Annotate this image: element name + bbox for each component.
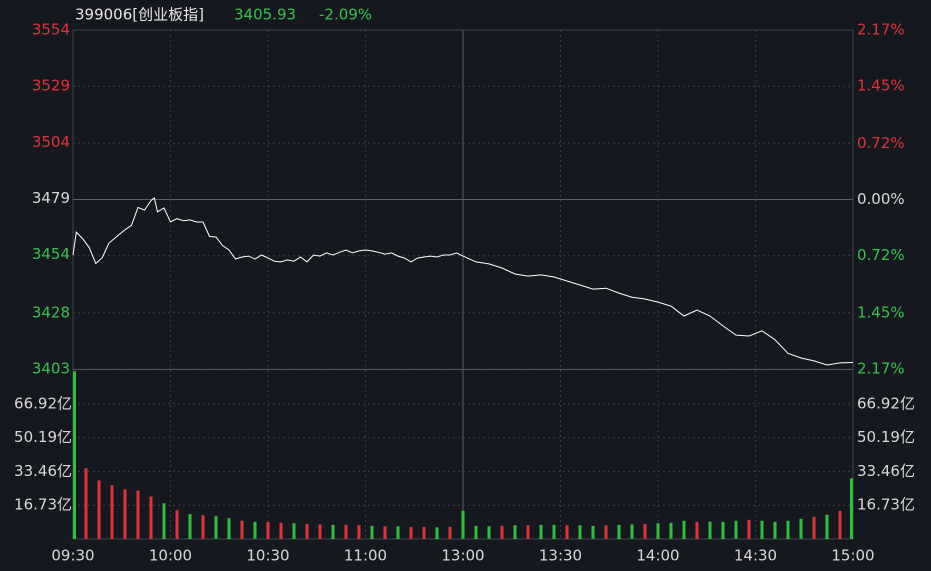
volume-bar [149,496,153,539]
volume-bar [175,510,179,539]
volume-bar [461,510,465,539]
volume-bar [760,520,764,539]
volume-bar [136,490,140,539]
y-tick-label: 3428 [32,303,70,321]
volume-bar [292,523,296,539]
volume-bar [370,525,374,539]
volume-bar [110,485,114,539]
volume-bar [565,525,569,539]
x-tick-label: 10:30 [246,547,289,565]
volume-bar [331,524,335,539]
volume-bar [448,526,452,539]
volume-bar [383,526,387,539]
y-tick-label: 3454 [32,245,70,263]
volume-bar [812,516,816,539]
x-tick-label: 14:00 [636,547,679,565]
x-tick-label: 15:00 [831,547,874,565]
volume-bar [643,523,647,539]
x-tick-label: 13:30 [539,547,582,565]
y-tick-label: 3403 [32,360,70,378]
volume-bar [344,524,348,539]
volume-bar [838,510,842,539]
volume-bar [487,526,491,539]
volume-bar [500,525,504,539]
volume-bar [318,524,322,539]
volume-bar [513,525,517,539]
volume-bar [123,489,127,539]
x-tick-label: 10:00 [149,547,192,565]
volume-bar [435,527,439,539]
volume-bar [474,525,478,539]
volume-bar [786,520,790,539]
y-tick-label: 3554 [32,21,70,39]
volume-bar [214,516,218,539]
volume-bar [357,525,361,539]
x-tick-label: 11:00 [344,547,387,565]
volume-bar [253,521,257,539]
volume-bar [695,521,699,539]
y2-tick-label: 0.00% [857,190,905,208]
volume-bar [266,522,270,539]
y2-tick-label: 0.72% [857,246,905,264]
volume-bar [721,521,725,539]
volume-bar [552,524,556,539]
volume-bar [188,514,192,539]
x-tick-label: 09:30 [51,547,94,565]
volume-bar [604,525,608,539]
y2-tick-label: 1.45% [857,303,905,321]
y2-tick-label: 2.17% [857,360,905,378]
volume-bar [708,521,712,539]
volume-bar [279,522,283,539]
volume-bar [734,520,738,539]
y2-tick-label: 33.46亿 [857,462,915,480]
y2-tick-label: 0.72% [857,134,905,152]
y-tick-label: 3529 [32,77,70,95]
volume-bar [97,480,101,539]
volume-bar [591,525,595,539]
y2-tick-label: 1.45% [857,77,905,95]
volume-bar [539,524,543,539]
volume-bar [305,523,309,539]
volume-bar [799,518,803,539]
volume-bar [162,503,166,539]
chart-title: 399006[创业板指] [75,6,204,24]
volume-bar [578,525,582,539]
y-tick-label: 33.46亿 [14,462,72,480]
volume-bar [630,524,634,539]
volume-bar [825,514,829,539]
volume-bar [617,524,621,539]
volume-bar [773,521,777,539]
y-tick-label: 50.19亿 [14,428,72,446]
x-tick-label: 13:00 [441,547,484,565]
volume-bar [201,515,205,539]
y-tick-label: 66.92亿 [14,394,72,412]
volume-bar [84,468,88,539]
last-price: 3405.93 [234,6,296,24]
y-tick-label: 3504 [32,133,70,151]
volume-bar [526,525,530,539]
change: -2.09% [319,6,372,24]
volume-bar [73,371,76,539]
volume-bar [747,519,751,539]
y-tick-label: 3479 [32,189,70,207]
volume-bar [669,522,673,539]
y2-tick-label: 2.17% [857,21,905,39]
y2-tick-label: 16.73亿 [857,496,915,514]
volume-bar [396,526,400,539]
x-tick-label: 14:30 [734,547,777,565]
volume-bar [656,523,660,539]
volume-bar [409,526,413,539]
volume-bar [240,520,244,539]
y2-tick-label: 66.92亿 [857,394,915,412]
price-line [72,197,854,366]
y-tick-label: 16.73亿 [14,496,72,514]
volume-bar [682,520,686,539]
volume-bar [850,478,853,539]
volume-bar [422,526,426,539]
volume-bar [227,518,231,539]
y2-tick-label: 50.19亿 [857,428,915,446]
